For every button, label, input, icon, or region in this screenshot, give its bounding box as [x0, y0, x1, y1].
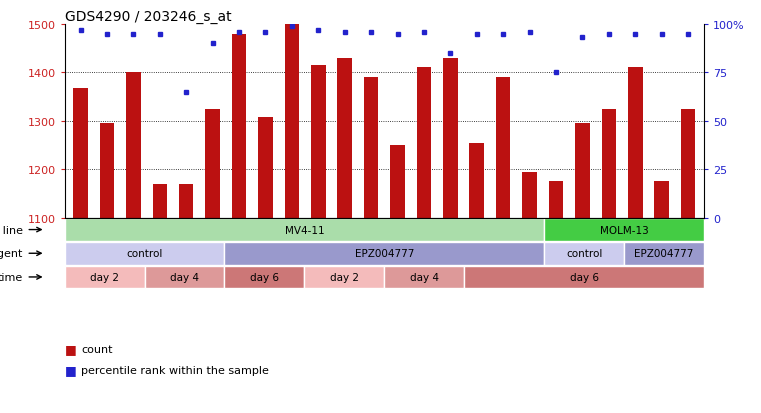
- Bar: [549, 182, 563, 218]
- Bar: [311, 66, 326, 218]
- Bar: [601, 109, 616, 218]
- Text: ■: ■: [65, 342, 76, 356]
- Bar: [364, 78, 378, 218]
- Bar: [496, 78, 511, 218]
- Bar: [258, 118, 272, 218]
- Bar: [464, 266, 704, 289]
- Text: MOLM-13: MOLM-13: [600, 225, 648, 235]
- Bar: [304, 266, 384, 289]
- Bar: [73, 89, 88, 218]
- Bar: [232, 34, 247, 218]
- Bar: [205, 109, 220, 218]
- Text: EPZ004777: EPZ004777: [355, 249, 414, 259]
- Text: count: count: [81, 344, 113, 354]
- Bar: [65, 242, 224, 265]
- Bar: [384, 266, 464, 289]
- Bar: [285, 25, 299, 218]
- Bar: [145, 266, 224, 289]
- Text: day 4: day 4: [409, 272, 439, 282]
- Text: control: control: [566, 249, 602, 259]
- Bar: [65, 266, 145, 289]
- Text: agent: agent: [0, 249, 23, 259]
- Text: day 2: day 2: [90, 272, 119, 282]
- Bar: [390, 146, 405, 218]
- Bar: [654, 182, 669, 218]
- Bar: [126, 73, 141, 218]
- Bar: [337, 59, 352, 218]
- Text: percentile rank within the sample: percentile rank within the sample: [81, 365, 269, 375]
- Text: day 6: day 6: [569, 272, 599, 282]
- Text: EPZ004777: EPZ004777: [634, 249, 694, 259]
- Bar: [575, 124, 590, 218]
- Text: day 4: day 4: [170, 272, 199, 282]
- Bar: [152, 184, 167, 218]
- Text: GDS4290 / 203246_s_at: GDS4290 / 203246_s_at: [65, 10, 231, 24]
- Text: control: control: [126, 249, 163, 259]
- Bar: [544, 242, 624, 265]
- Text: time: time: [0, 272, 23, 282]
- Bar: [544, 218, 704, 241]
- Bar: [681, 109, 696, 218]
- Bar: [224, 242, 544, 265]
- Text: day 6: day 6: [250, 272, 279, 282]
- Text: MV4-11: MV4-11: [285, 225, 324, 235]
- Bar: [470, 143, 484, 218]
- Bar: [628, 68, 642, 218]
- Bar: [624, 242, 704, 265]
- Bar: [443, 59, 457, 218]
- Text: ■: ■: [65, 363, 76, 376]
- Bar: [417, 68, 431, 218]
- Text: day 2: day 2: [330, 272, 359, 282]
- Bar: [100, 124, 114, 218]
- Bar: [224, 266, 304, 289]
- Bar: [522, 172, 537, 218]
- Bar: [65, 218, 544, 241]
- Bar: [179, 184, 193, 218]
- Text: cell line: cell line: [0, 225, 23, 235]
